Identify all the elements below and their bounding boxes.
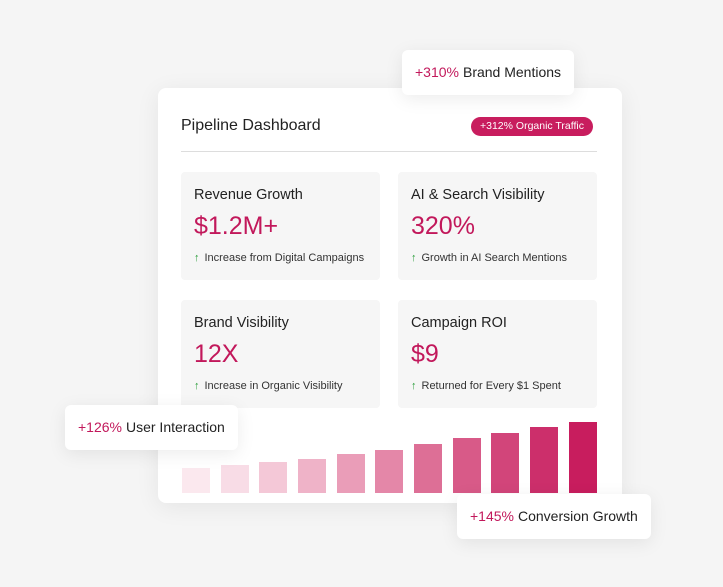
metric-label: Campaign ROI: [411, 315, 507, 331]
metric-tile: AI & Search Visibility 320% ↑ Growth in A…: [398, 172, 597, 280]
card-title: Pipeline Dashboard: [181, 117, 321, 134]
badge: +312% Organic Traffic: [471, 117, 593, 136]
metric-value: 320%: [411, 212, 475, 240]
callout: +310% Brand Mentions: [402, 50, 575, 95]
decor-bar: [414, 444, 442, 493]
divider: [181, 151, 597, 152]
metric-note: ↑ Increase in Organic Visibility: [194, 380, 342, 392]
decor-bar: [453, 438, 481, 493]
metric-label: Brand Visibility: [194, 315, 289, 331]
decor-bar: [337, 454, 365, 493]
metric-label: Revenue Growth: [194, 187, 303, 203]
arrow-icon: ↑: [194, 380, 200, 392]
metric-tile: Campaign ROI $9 ↑ Returned for Every $1 S…: [398, 300, 597, 408]
decor-bar: [530, 427, 558, 493]
decor-bar: [259, 462, 287, 493]
note-text: Growth in AI Search Mentions: [421, 252, 568, 264]
note-text: Increase from Digital Campaigns: [204, 252, 365, 264]
callout-value: +126%: [78, 419, 122, 435]
callout-value: +310%: [415, 64, 459, 80]
arrow-icon: ↑: [411, 252, 417, 264]
decor-bar: [569, 422, 597, 493]
metric-tile: Revenue Growth $1.2M+ ↑ Increase from Dig…: [181, 172, 380, 280]
metric-note: ↑ Growth in AI Search Mentions: [411, 252, 567, 264]
decor-bar: [491, 433, 519, 493]
metric-note: ↑ Returned for Every $1 Spent: [411, 380, 561, 392]
decor-bar: [375, 450, 403, 493]
callout-value: +145%: [470, 508, 514, 524]
decor-bar: [298, 459, 326, 493]
arrow-icon: ↑: [194, 252, 200, 264]
metric-value: 12X: [194, 340, 239, 368]
callout-label: Conversion Growth: [517, 508, 638, 524]
arrow-icon: ↑: [411, 380, 417, 392]
dashboard-card: Pipeline Dashboard +312% Organic Traffic…: [158, 88, 622, 503]
metric-value: $9: [411, 340, 439, 368]
metric-note: ↑ Increase from Digital Campaigns: [194, 252, 364, 264]
note-text: Returned for Every $1 Spent: [421, 380, 561, 392]
callout: +145% Conversion Growth: [457, 494, 651, 539]
callout-label: User Interaction: [125, 419, 225, 435]
decor-bar: [221, 465, 249, 493]
note-text: Increase in Organic Visibility: [204, 380, 343, 392]
callout: +126% User Interaction: [65, 405, 238, 450]
metric-tile: Brand Visibility 12X ↑ Increase in Organi…: [181, 300, 380, 408]
metric-value: $1.2M+: [194, 212, 279, 240]
metric-label: AI & Search Visibility: [411, 187, 545, 203]
decor-bar: [182, 468, 210, 493]
callout-label: Brand Mentions: [462, 64, 562, 80]
